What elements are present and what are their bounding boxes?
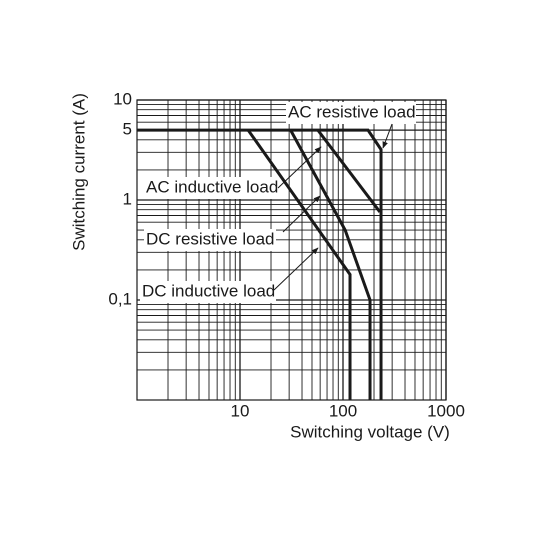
label-background (144, 177, 276, 199)
label-background (286, 102, 416, 124)
x-tick-label: 1000 (427, 401, 465, 420)
x-tick-label: 10 (231, 401, 250, 420)
y-tick-label: 1 (123, 189, 132, 208)
label-arrow (282, 195, 321, 233)
y-tick-label: 0,1 (108, 289, 132, 308)
x-tick-label: 100 (329, 401, 357, 420)
series-line (137, 128, 383, 400)
series-line (246, 129, 352, 400)
series-line (289, 129, 372, 400)
label-arrow (382, 123, 393, 149)
series-line (316, 129, 382, 213)
legend-label: DC resistive load (146, 229, 275, 248)
label-arrow (277, 146, 322, 189)
label-arrow (273, 247, 319, 291)
legend-label: DC inductive load (142, 281, 275, 300)
y-tick-label: 10 (113, 89, 132, 108)
legend-label: AC inductive load (146, 177, 278, 196)
y-axis-label: Switching current (A) (69, 93, 88, 251)
label-background (144, 229, 276, 251)
x-axis-label: Switching voltage (V) (290, 422, 450, 441)
y-tick-label: 5 (123, 120, 132, 139)
legend-label: AC resistive load (288, 102, 416, 121)
label-background (140, 281, 276, 303)
